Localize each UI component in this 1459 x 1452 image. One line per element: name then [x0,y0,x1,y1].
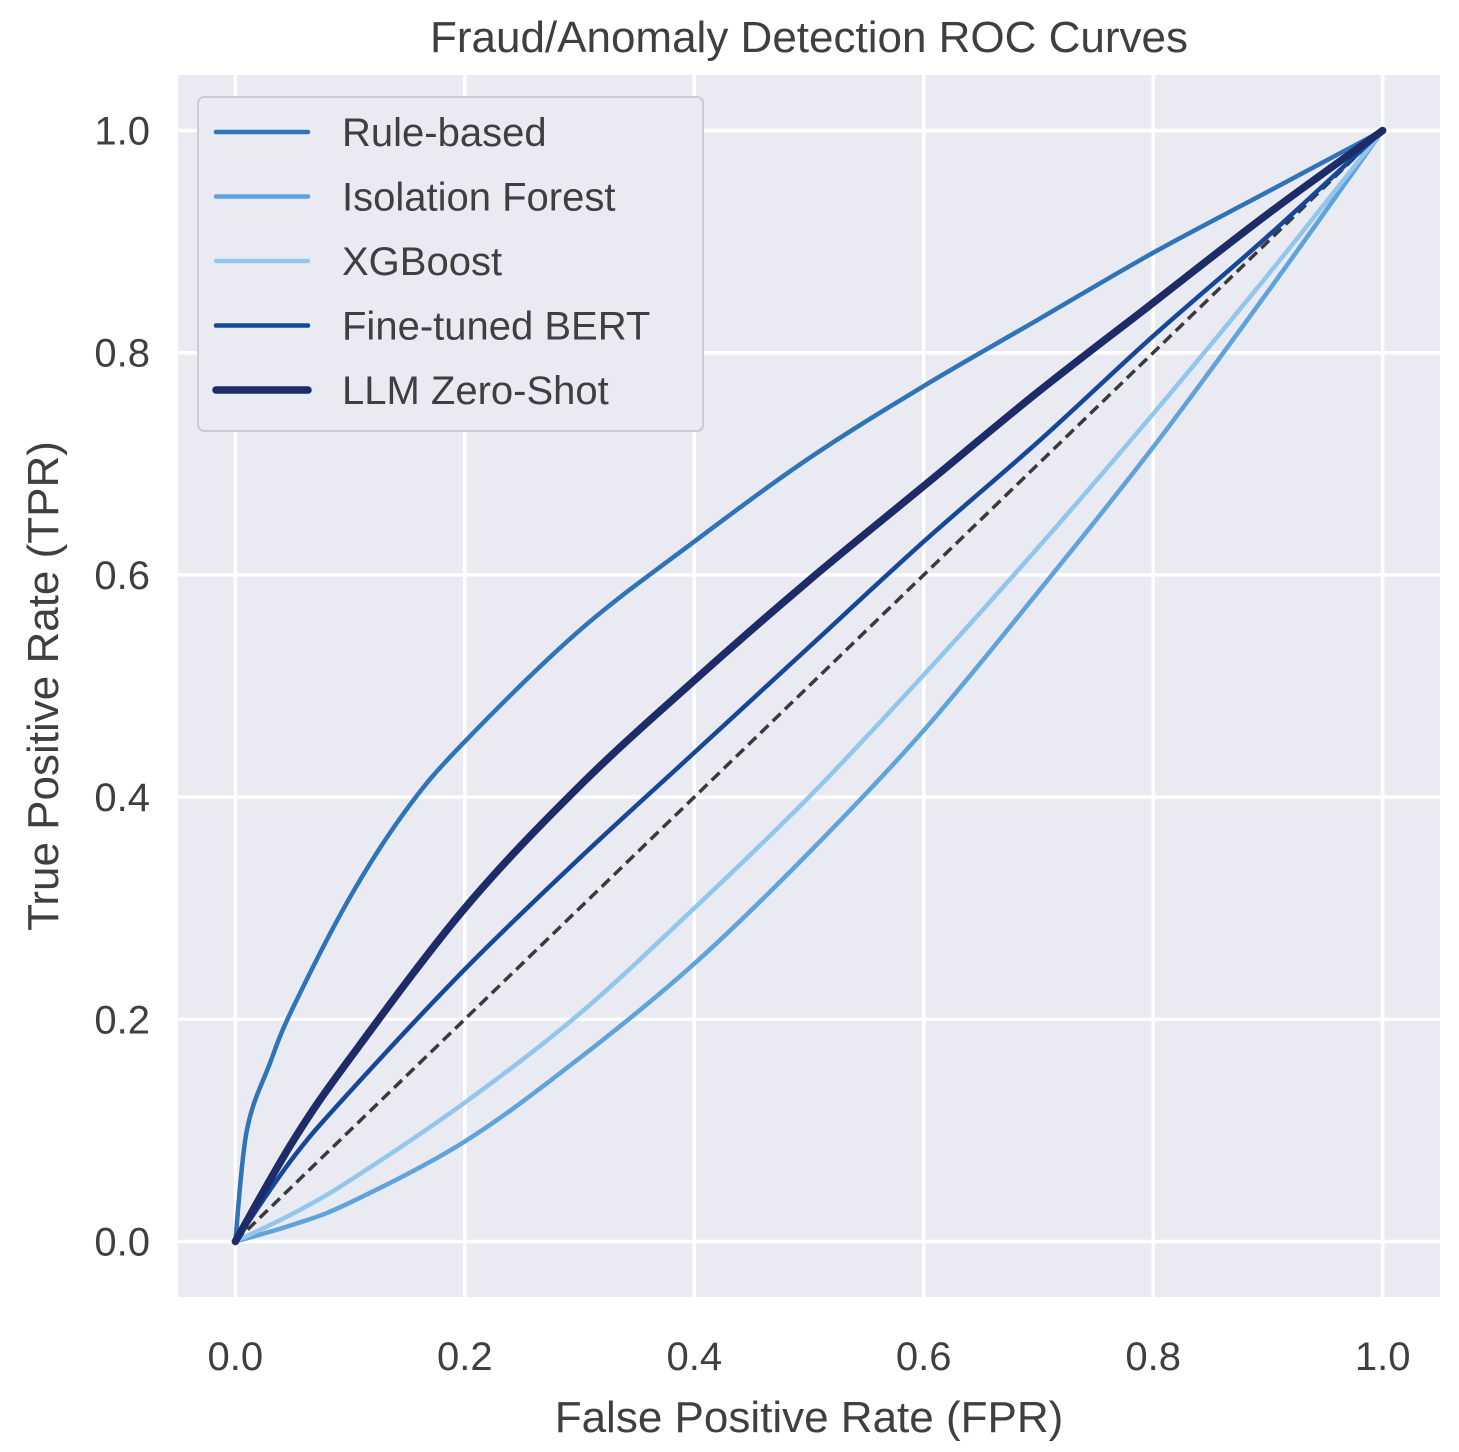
reference-line-layer [234,129,1384,1243]
x-tick-labels: 0.0 0.2 0.4 0.6 0.8 1.0 [208,1335,1411,1379]
series-line-llm-zero-shot [231,126,1387,1246]
x-tick-label: 0.8 [1125,1335,1181,1379]
y-tick-label: 0.0 [94,1220,150,1264]
chart-title: Fraud/Anomaly Detection ROC Curves [430,13,1188,62]
series-layer [231,126,1387,1246]
y-tick-label: 1.0 [94,110,150,154]
legend-label-llm-zero-shot: LLM Zero-Shot [342,369,609,413]
y-axis-label: True Positive Rate (TPR) [19,441,68,931]
legend-label-fine-tuned-bert: Fine-tuned BERT [342,305,650,349]
y-tick-label: 0.6 [94,554,150,598]
x-tick-label: 0.6 [896,1335,952,1379]
x-tick-label: 1.0 [1355,1335,1411,1379]
legend-label-xgboost: XGBoost [342,240,502,284]
random-baseline-line [234,129,1384,1243]
legend-label-isolation-forest: Isolation Forest [342,176,615,220]
legend-box [197,96,704,432]
y-tick-label: 0.2 [94,998,150,1042]
x-tick-label: 0.0 [208,1335,264,1379]
series-line-rule-based [233,128,1385,1244]
series-line-isolation-forest [233,128,1385,1244]
y-tick-labels: 0.0 0.2 0.4 0.6 0.8 1.0 [94,110,150,1265]
legend: Rule-based Isolation Forest XGBoost Fine-tu… [197,96,704,432]
x-tick-label: 0.2 [437,1335,493,1379]
y-tick-label: 0.8 [94,332,150,376]
y-tick-label: 0.4 [94,776,150,820]
series-line-xgboost [233,128,1385,1244]
x-tick-label: 0.4 [666,1335,722,1379]
series-line-fine-tuned-bert [233,128,1385,1244]
x-axis-label: False Positive Rate (FPR) [555,1393,1064,1442]
legend-label-rule-based: Rule-based [342,111,547,155]
